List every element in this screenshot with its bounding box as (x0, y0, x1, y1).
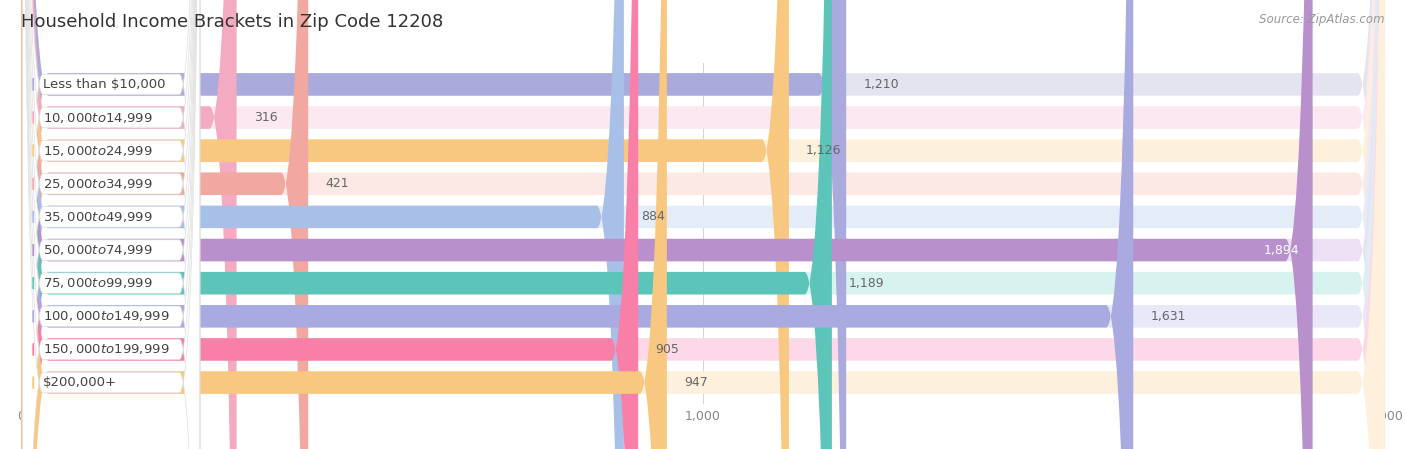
FancyBboxPatch shape (22, 0, 200, 449)
FancyBboxPatch shape (21, 0, 638, 449)
Text: $35,000 to $49,999: $35,000 to $49,999 (44, 210, 153, 224)
FancyBboxPatch shape (21, 0, 1385, 449)
Text: Household Income Brackets in Zip Code 12208: Household Income Brackets in Zip Code 12… (21, 13, 443, 31)
Text: $25,000 to $34,999: $25,000 to $34,999 (44, 177, 153, 191)
FancyBboxPatch shape (22, 0, 200, 449)
FancyBboxPatch shape (22, 0, 200, 449)
FancyBboxPatch shape (21, 0, 1385, 449)
FancyBboxPatch shape (22, 0, 200, 449)
FancyBboxPatch shape (21, 0, 1385, 449)
Text: $75,000 to $99,999: $75,000 to $99,999 (44, 276, 153, 290)
FancyBboxPatch shape (21, 0, 1385, 449)
FancyBboxPatch shape (21, 0, 1385, 449)
FancyBboxPatch shape (21, 0, 846, 449)
Text: $150,000 to $199,999: $150,000 to $199,999 (44, 343, 170, 357)
FancyBboxPatch shape (21, 0, 1385, 449)
FancyBboxPatch shape (22, 0, 200, 449)
FancyBboxPatch shape (22, 0, 200, 449)
Text: 1,894: 1,894 (1264, 243, 1299, 256)
Text: 1,631: 1,631 (1150, 310, 1185, 323)
FancyBboxPatch shape (21, 0, 236, 449)
FancyBboxPatch shape (21, 0, 832, 449)
FancyBboxPatch shape (21, 0, 1385, 449)
Text: 316: 316 (253, 111, 277, 124)
FancyBboxPatch shape (21, 0, 1313, 449)
Text: 1,210: 1,210 (863, 78, 898, 91)
Text: 421: 421 (325, 177, 349, 190)
FancyBboxPatch shape (21, 0, 624, 449)
FancyBboxPatch shape (21, 0, 308, 449)
Text: 1,126: 1,126 (806, 144, 841, 157)
Text: $15,000 to $24,999: $15,000 to $24,999 (44, 144, 153, 158)
Text: $10,000 to $14,999: $10,000 to $14,999 (44, 110, 153, 124)
FancyBboxPatch shape (22, 0, 200, 449)
FancyBboxPatch shape (22, 0, 200, 449)
FancyBboxPatch shape (21, 0, 1385, 449)
FancyBboxPatch shape (21, 0, 789, 449)
FancyBboxPatch shape (21, 0, 1385, 449)
Text: $50,000 to $74,999: $50,000 to $74,999 (44, 243, 153, 257)
Text: Less than $10,000: Less than $10,000 (44, 78, 166, 91)
Text: Source: ZipAtlas.com: Source: ZipAtlas.com (1260, 13, 1385, 26)
FancyBboxPatch shape (21, 0, 1133, 449)
FancyBboxPatch shape (21, 0, 1385, 449)
Text: $200,000+: $200,000+ (44, 376, 117, 389)
FancyBboxPatch shape (22, 0, 200, 449)
FancyBboxPatch shape (22, 0, 200, 449)
FancyBboxPatch shape (21, 0, 666, 449)
Text: 947: 947 (683, 376, 707, 389)
Text: 884: 884 (641, 211, 665, 224)
Text: 905: 905 (655, 343, 679, 356)
Text: $100,000 to $149,999: $100,000 to $149,999 (44, 309, 170, 323)
Text: 1,189: 1,189 (849, 277, 884, 290)
